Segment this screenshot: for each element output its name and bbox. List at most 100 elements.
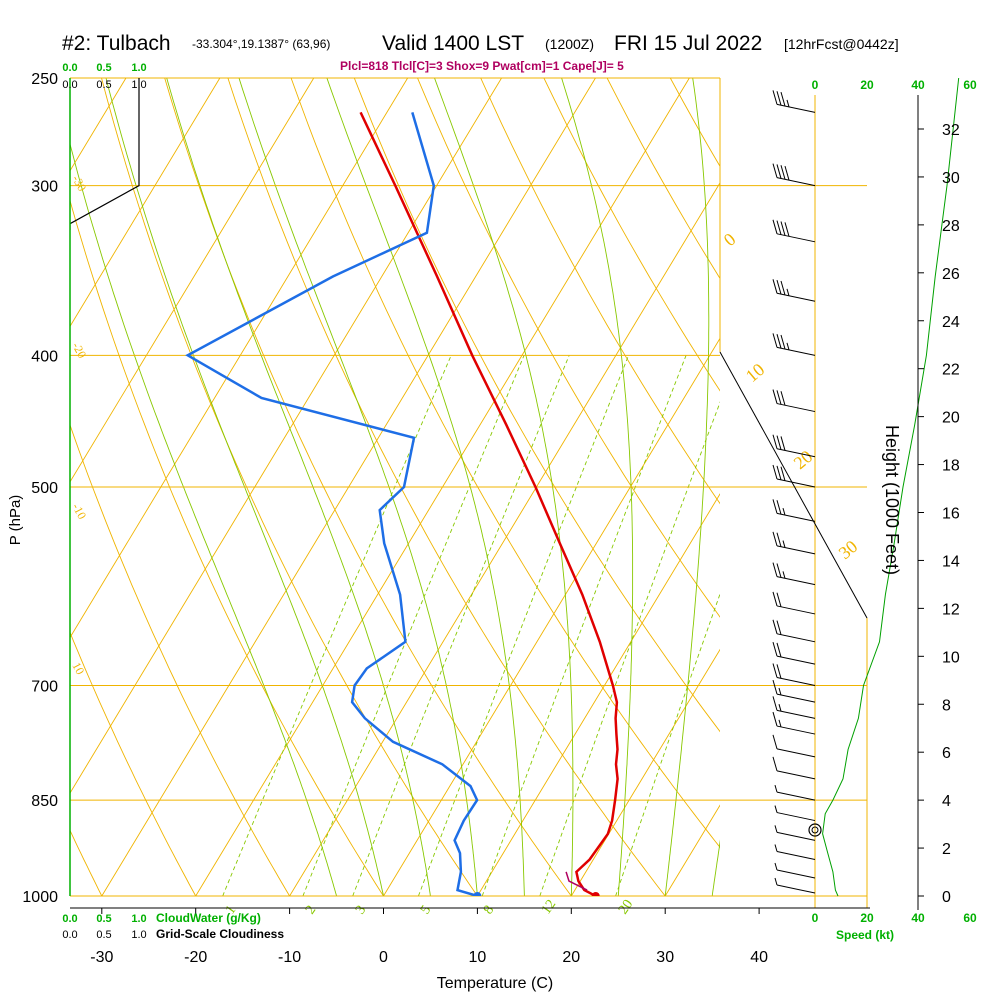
wind-barb-flag <box>776 435 782 450</box>
wind-barb-half <box>774 877 778 886</box>
speed-tick-top: 40 <box>911 78 925 92</box>
wind-barb-staff <box>776 655 816 665</box>
mixing-ratio-label: 8 <box>481 903 497 917</box>
wind-barb-flag <box>776 620 782 635</box>
stability-indices: Plcl=818 Tlcl[C]=3 Shox=9 Pwat[cm]=1 Cap… <box>340 59 624 73</box>
wind-barb-staff <box>776 478 816 488</box>
wind-barb-flag <box>772 499 778 514</box>
wind-barb-flag <box>772 163 778 178</box>
height-tick-label: 14 <box>942 553 960 570</box>
wind-barb-flag <box>780 280 786 296</box>
moist-adiabat <box>166 78 431 896</box>
wind-barb <box>774 805 816 822</box>
mixing-ratio-line <box>615 592 720 896</box>
wind-barb-flag <box>776 592 782 607</box>
wind-barb <box>774 844 816 860</box>
wind-barb-staff <box>776 851 816 860</box>
wind-barb-flag <box>772 696 778 711</box>
dry-adiabat <box>70 631 197 896</box>
isotherm-line <box>947 78 1000 896</box>
wind-barb-half <box>774 784 778 793</box>
wind-barb-flag <box>780 436 786 451</box>
isotherm-line <box>70 78 315 483</box>
wind-barb-flag <box>776 465 782 480</box>
speed-tick-bottom: 0 <box>812 911 819 925</box>
wind-barb-staff <box>776 292 816 302</box>
wind-barb <box>772 219 816 243</box>
dry-adiabat <box>417 78 720 618</box>
wind-barb <box>774 784 816 801</box>
dry-adiabat-label: 30 <box>835 536 862 563</box>
height-tick-label: 32 <box>942 122 960 139</box>
wind-barb-flag <box>772 711 778 727</box>
cloudwater-scale-top: 1.0 <box>131 62 146 74</box>
dry-adiabat <box>70 199 384 896</box>
dry-adiabat <box>353 78 720 733</box>
mixing-ratio-label: 5 <box>418 903 434 917</box>
wind-barb-flag <box>772 389 778 404</box>
height-tick-label: 22 <box>942 362 960 379</box>
wind-barb-half <box>786 288 790 296</box>
wind-barb-flag <box>772 464 778 480</box>
wind-barb-staff <box>776 403 816 413</box>
y-tick-label: 400 <box>31 348 58 365</box>
wind-barb <box>772 434 816 458</box>
speed-label: Speed (kt) <box>836 928 894 942</box>
dry-adiabat-label: 10 <box>69 660 87 677</box>
wind-barb-flag <box>784 165 790 181</box>
x-axis-title: Temperature (C) <box>437 975 553 992</box>
surface-temperature-dot <box>591 892 600 896</box>
wind-barb-flag <box>776 664 782 679</box>
x-tick-label: -10 <box>278 949 301 966</box>
mixing-ratio-label: 12 <box>539 897 559 917</box>
wind-barb-staff <box>776 103 816 113</box>
wind-barb-staff <box>776 770 816 780</box>
wind-barb-half <box>774 862 778 871</box>
wind-barb-flag <box>780 165 786 180</box>
wind-barb-flag <box>780 466 786 481</box>
wind-barb-staff <box>776 869 816 879</box>
speed-tick-bottom: 40 <box>911 911 925 925</box>
dry-adiabat <box>227 78 666 896</box>
title-valid: Valid 1400 LST <box>382 32 524 55</box>
wind-barb-staff <box>776 677 816 687</box>
wind-barb-flag <box>772 434 778 449</box>
wind-barb-flag <box>776 532 782 547</box>
wind-barb-staff <box>776 791 816 801</box>
wind-barb <box>772 333 816 356</box>
x-tick-label: -30 <box>90 949 113 966</box>
height-tick-label: 6 <box>942 745 951 762</box>
wind-barb-staff <box>776 633 816 643</box>
wind-barb <box>772 756 816 780</box>
wind-barb-staff <box>776 576 816 586</box>
wind-barb <box>772 90 816 113</box>
wind-barb <box>772 499 816 522</box>
mixing-ratio-label: 3 <box>353 903 369 917</box>
wind-barb <box>772 696 816 719</box>
wind-barb-flag <box>772 562 778 577</box>
wind-barb-half <box>778 687 782 696</box>
wind-barb-half <box>786 99 790 108</box>
wind-barb-flag <box>772 279 778 294</box>
moist-adiabat <box>664 78 710 896</box>
dry-adiabat <box>290 78 720 849</box>
speed-tick-top: 20 <box>860 78 874 92</box>
wind-barb-flag <box>776 390 782 405</box>
moist-adiabat <box>561 78 634 896</box>
wind-barb-flag <box>772 756 778 772</box>
wind-barb-flag <box>776 164 782 179</box>
mixing-ratio-label: 2 <box>303 903 319 917</box>
wind-barb <box>774 825 816 841</box>
wind-barb-flag <box>772 333 778 348</box>
height-tick-label: 12 <box>942 601 960 618</box>
wind-barb-staff <box>776 709 816 719</box>
mixing-ratio-label: 20 <box>616 897 636 917</box>
height-boundary-line <box>719 351 868 619</box>
wind-barb-half <box>774 805 778 813</box>
wind-barb-flag <box>772 680 778 695</box>
wind-barb-half <box>774 825 778 833</box>
height-tick-label: 20 <box>942 410 960 427</box>
wind-barb-flag <box>772 619 778 634</box>
wind-barb-flag <box>772 641 778 657</box>
isotherm-line <box>0 78 32 896</box>
